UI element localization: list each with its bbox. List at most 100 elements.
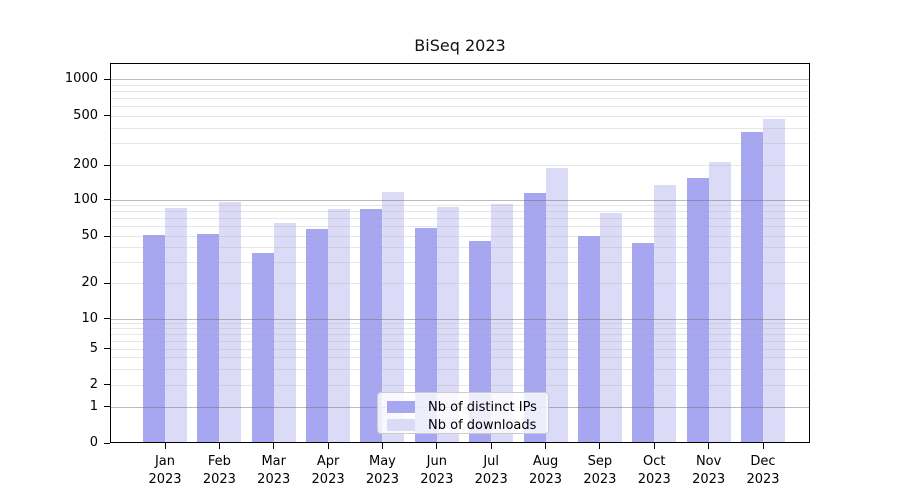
y-tick-label-2: 2 <box>89 376 98 392</box>
bar-downloads-nov <box>708 162 731 443</box>
y-tick-label-0: 0 <box>89 435 98 450</box>
gridline-minor-8 <box>110 328 810 330</box>
gridline-minor-600 <box>110 105 810 107</box>
gridline-minor-200 <box>110 165 810 166</box>
x-tick-year-jun: 2023 <box>420 472 454 487</box>
gridline-minor-7 <box>110 333 810 335</box>
gridline-minor-90 <box>110 205 810 207</box>
gridline-minor-70 <box>110 218 810 220</box>
legend-label-distinct-ips: Nb of distinct IPs <box>428 399 537 415</box>
y-tick-5 <box>104 348 110 349</box>
y-tick-20 <box>104 282 110 284</box>
gridline-minor-700 <box>110 97 810 99</box>
x-tick-month-dec: Dec <box>750 454 776 469</box>
y-tick-2 <box>104 384 110 385</box>
bar-downloads-may <box>382 192 405 443</box>
x-tick-year-may: 2023 <box>365 472 399 487</box>
bar-downloads-dec <box>763 119 785 443</box>
x-tick-label-jun: Jun 2023 <box>407 453 467 489</box>
x-tick-year-nov: 2023 <box>692 472 726 487</box>
x-tick-jan <box>164 443 166 449</box>
x-tick-month-jan: Jan <box>154 454 176 469</box>
y-tick-label-100: 100 <box>73 191 98 207</box>
bar-downloads-mar <box>273 223 296 443</box>
gridline-minor-6 <box>110 340 810 342</box>
plot-area <box>110 63 810 443</box>
x-tick-month-apr: Apr <box>316 454 340 469</box>
x-tick-label-apr: Apr 2023 <box>298 453 358 489</box>
bar-distinct-ips-feb <box>197 233 220 443</box>
bar-distinct-ips-aug <box>523 192 546 443</box>
gridline-major-100 <box>110 199 810 201</box>
legend-label-downloads: Nb of downloads <box>428 417 537 433</box>
chart-title: BiSeq 2023 <box>414 36 506 55</box>
y-tick-0 <box>104 442 110 444</box>
x-tick-month-may: May <box>369 454 396 469</box>
bar-downloads-jul <box>491 204 514 443</box>
x-tick-aug <box>545 443 547 449</box>
x-tick-nov <box>708 443 710 449</box>
bar-downloads-aug <box>545 167 568 443</box>
x-tick-label-may: May 2023 <box>352 453 412 489</box>
y-tick-label-1: 1 <box>89 398 98 414</box>
gridline-minor-40 <box>110 247 810 249</box>
gridline-minor-400 <box>110 127 810 129</box>
x-tick-mar <box>273 443 275 449</box>
x-tick-year-apr: 2023 <box>311 472 345 487</box>
x-tick-label-nov: Nov 2023 <box>679 453 739 489</box>
x-tick-label-sep: Sep 2023 <box>570 453 630 489</box>
x-tick-feb <box>218 443 220 449</box>
bar-downloads-feb <box>219 202 242 443</box>
y-tick-label-50: 50 <box>81 228 98 243</box>
y-tick-label-200: 200 <box>73 157 98 172</box>
x-tick-month-jul: Jul <box>483 454 500 469</box>
gridline-minor-4 <box>110 357 810 359</box>
legend: Nb of distinct IPs Nb of downloads <box>377 392 549 434</box>
gridline-minor-60 <box>110 226 810 228</box>
gridline-major-10 <box>110 318 810 320</box>
y-tick-10 <box>104 318 110 319</box>
y-tick-200 <box>104 164 110 166</box>
legend-entry-distinct-ips: Nb of distinct IPs <box>387 398 540 416</box>
bar-downloads-sep <box>599 213 622 443</box>
x-tick-month-oct: Oct <box>643 454 666 469</box>
y-tick-label-5: 5 <box>89 340 98 356</box>
x-tick-year-jan: 2023 <box>148 472 182 487</box>
x-tick-year-sep: 2023 <box>583 472 617 487</box>
gridline-minor-300 <box>110 143 810 145</box>
y-tick-1000 <box>104 78 110 80</box>
bar-downloads-jun <box>436 206 459 443</box>
gridline-minor-30 <box>110 262 810 264</box>
y-tick-label-20: 20 <box>81 275 98 290</box>
x-tick-month-jun: Jun <box>426 454 447 469</box>
gridline-minor-3 <box>110 368 810 370</box>
gridline-minor-800 <box>110 90 810 92</box>
x-tick-jul <box>490 443 492 449</box>
x-tick-label-jan: Jan 2023 <box>135 453 195 489</box>
y-tick-100 <box>104 199 110 200</box>
x-tick-label-dec: Dec 2023 <box>733 453 793 489</box>
x-tick-month-aug: Aug <box>532 454 559 469</box>
x-tick-month-mar: Mar <box>261 454 286 469</box>
gridline-minor-80 <box>110 211 810 213</box>
x-tick-month-nov: Nov <box>695 454 722 469</box>
x-tick-oct <box>653 443 655 449</box>
x-tick-sep <box>599 443 601 449</box>
y-tick-label-10: 10 <box>81 310 98 326</box>
x-tick-jun <box>436 443 438 449</box>
bar-distinct-ips-mar <box>251 252 274 443</box>
bar-distinct-ips-sep <box>577 236 600 443</box>
legend-swatch-distinct-ips <box>387 401 415 413</box>
x-tick-label-aug: Aug 2023 <box>516 453 576 489</box>
x-tick-month-sep: Sep <box>587 454 613 469</box>
bar-distinct-ips-dec <box>741 131 763 443</box>
x-tick-year-feb: 2023 <box>202 472 236 487</box>
x-tick-month-feb: Feb <box>207 454 231 469</box>
gridline-minor-500 <box>110 115 810 117</box>
bar-downloads-jan <box>165 208 187 443</box>
x-tick-label-feb: Feb 2023 <box>189 453 249 489</box>
legend-entry-downloads: Nb of downloads <box>387 416 540 434</box>
y-tick-50 <box>104 235 110 237</box>
y-tick-label-500: 500 <box>73 107 98 123</box>
